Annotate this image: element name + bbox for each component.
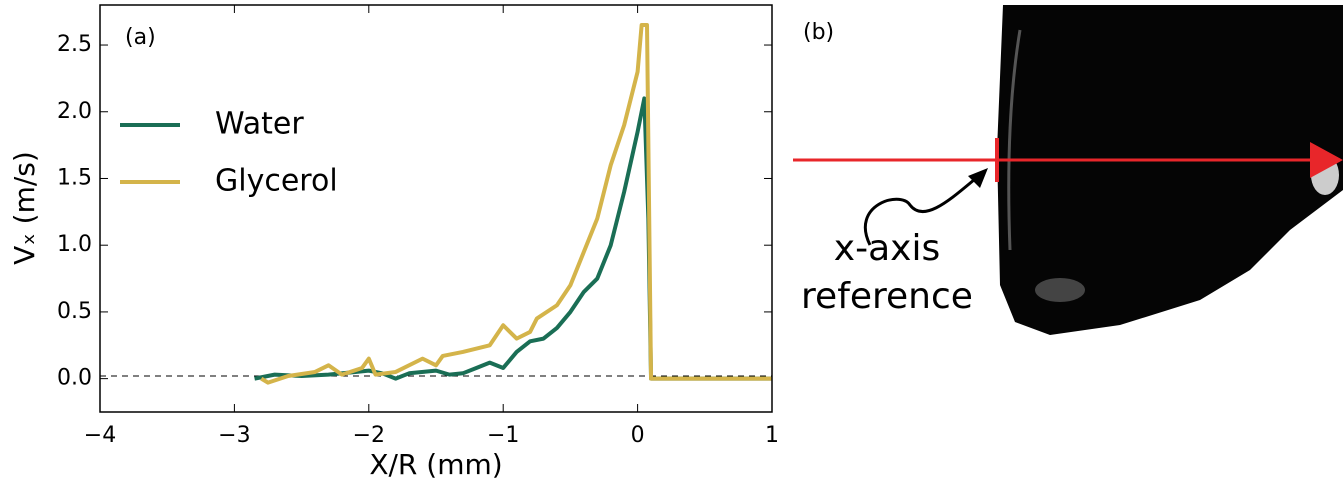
photo-panel: (b) x-axis reference	[793, 5, 1343, 335]
x-tick-label: 1	[765, 423, 779, 448]
plot-frame	[99, 4, 773, 413]
annotation: reference	[801, 276, 973, 317]
arrow-head	[1310, 142, 1343, 178]
photo-highlight	[1007, 29, 1022, 251]
annotation: x-axis	[834, 228, 940, 269]
x-tick-label: −2	[353, 423, 385, 448]
y-axis-label: Vₓ (m/s)	[8, 151, 41, 265]
callout-arrow	[863, 173, 981, 246]
x-tick-label: −3	[218, 423, 250, 448]
panel-label: (b)	[803, 20, 834, 45]
y-tick-label: 2.0	[57, 99, 92, 124]
y-tick-label: 0.0	[57, 366, 92, 391]
x-axis-label: X/R (mm)	[369, 448, 502, 481]
y-tick-label: 1.0	[57, 232, 92, 257]
x-tick-label: −1	[487, 423, 519, 448]
x-tick-label: −4	[84, 423, 116, 448]
y-tick-label: 2.5	[57, 32, 92, 57]
legend-label: Glycerol	[215, 164, 338, 199]
y-tick-label: 1.5	[57, 165, 92, 190]
y-tick-label: 0.5	[57, 299, 92, 324]
data-line	[254, 96, 772, 381]
x-tick-label: 0	[631, 423, 645, 448]
photo-highlight	[1035, 278, 1085, 302]
callout-head	[968, 168, 988, 188]
data-line	[260, 23, 772, 385]
panel-label: (a)	[125, 25, 156, 50]
photo	[997, 5, 1343, 335]
legend-label: Water	[215, 107, 304, 142]
